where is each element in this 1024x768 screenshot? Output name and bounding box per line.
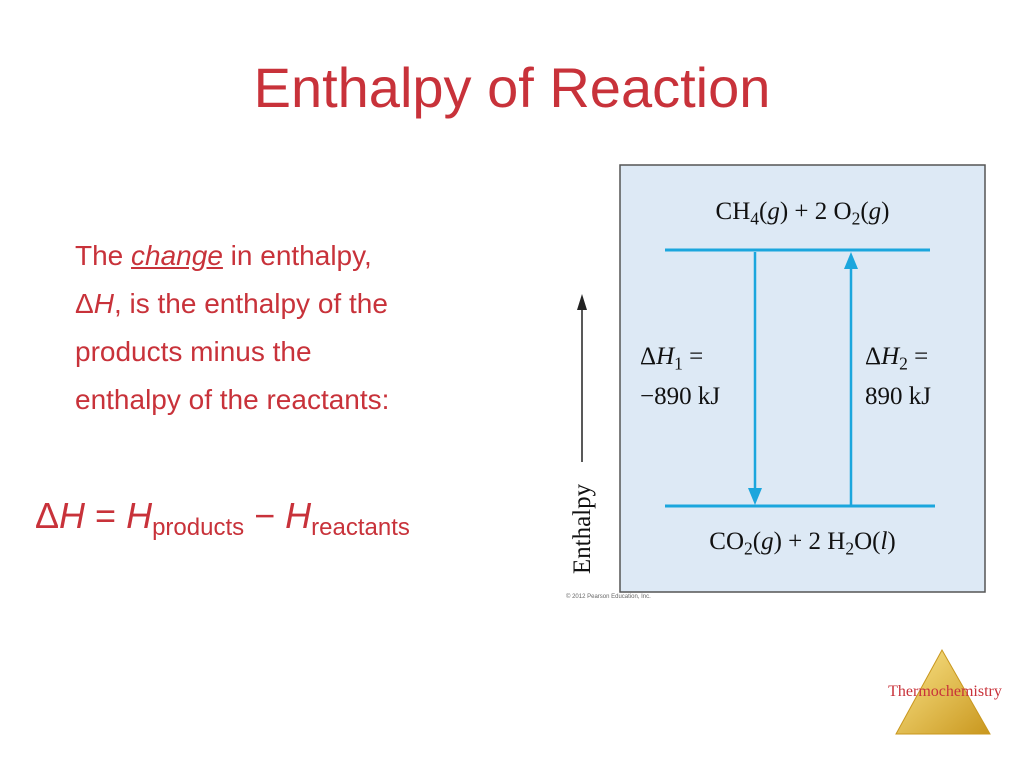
text-segment: 2	[845, 538, 855, 559]
text-segment: ) + 2 O	[779, 198, 852, 225]
text-line: The change in enthalpy,	[75, 232, 389, 280]
text-segment: ) + 2 H	[773, 528, 846, 555]
text-segment: CH	[715, 198, 751, 225]
text-segment: =	[682, 343, 704, 370]
equation: ΔH = Hproducts − Hreactants	[35, 495, 410, 542]
text-segment: 4	[750, 208, 759, 229]
text-segment: 890 kJ	[865, 383, 931, 411]
text-segment: )	[887, 528, 896, 555]
text-segment: change	[131, 240, 223, 271]
text-segment: 2	[851, 208, 861, 229]
text-segment: H	[881, 343, 900, 370]
up-arrowhead	[844, 252, 858, 269]
footer: Thermochemistry	[888, 683, 1002, 700]
text-line: −890 kJ	[640, 380, 720, 414]
axis-label: Enthalpy	[569, 483, 596, 575]
text-line: enthalpy of the reactants:	[75, 376, 389, 424]
text-segment: (	[752, 528, 762, 555]
text-segment: Δ	[640, 343, 657, 370]
credit: © 2012 Pearson Education, Inc.	[566, 594, 651, 600]
text-segment: g	[767, 198, 780, 225]
text-segment: (	[759, 198, 768, 225]
text-segment: H	[59, 495, 86, 536]
text-segment: H	[126, 495, 153, 536]
text-segment: H	[285, 495, 312, 536]
text-segment: CO	[709, 528, 744, 555]
text-line: ΔH2 =	[865, 340, 931, 380]
text-segment: products minus the	[75, 336, 312, 367]
text-line: ΔH, is the enthalpy of the	[75, 280, 389, 328]
text-segment: Δ	[865, 343, 882, 370]
text-segment: g	[868, 198, 882, 225]
down-arrowhead	[748, 488, 762, 505]
text-segment: O(	[854, 528, 881, 555]
text-segment: g	[761, 528, 774, 555]
text-segment: (	[860, 198, 869, 225]
text-segment: )	[881, 198, 890, 225]
text-segment: enthalpy of the reactants:	[75, 384, 390, 415]
bottom-state: CO2(g) + 2 H2O(l)	[620, 528, 985, 559]
text-segment: 1	[674, 353, 683, 374]
text-segment: H	[656, 343, 675, 370]
text-segment: =	[85, 495, 127, 536]
text-segment: −	[244, 495, 286, 536]
text-segment: The	[75, 240, 132, 271]
text-line: products minus the	[75, 328, 389, 376]
right-label: ΔH2 = 890 kJ	[865, 340, 931, 414]
body-text: The change in enthalpy, ΔH, is the enthal…	[75, 232, 389, 424]
text-line: 890 kJ	[865, 380, 931, 414]
text-segment: Δ	[35, 495, 60, 536]
text-segment: in enthalpy,	[222, 240, 372, 271]
text-segment: l	[880, 528, 888, 555]
text-segment: =	[907, 343, 929, 370]
left-label: ΔH1 = −890 kJ	[640, 340, 720, 414]
top-state: CH4(g) + 2 O2(g)	[620, 198, 985, 229]
diagram-box	[619, 164, 986, 593]
text-segment: , is the enthalpy of the	[113, 288, 388, 319]
text-line: ΔH1 =	[640, 340, 720, 380]
text-segment: H	[93, 288, 114, 319]
text-segment: products	[152, 514, 245, 542]
title: Enthalpy of Reaction	[253, 56, 771, 119]
axis-arrowhead	[577, 294, 587, 310]
text-segment: 2	[744, 538, 753, 559]
text-segment: −890 kJ	[640, 383, 721, 411]
text-segment: reactants	[311, 514, 410, 542]
text-segment: Δ	[75, 288, 94, 319]
logo-triangle	[895, 648, 991, 735]
text-segment: 2	[899, 353, 908, 374]
